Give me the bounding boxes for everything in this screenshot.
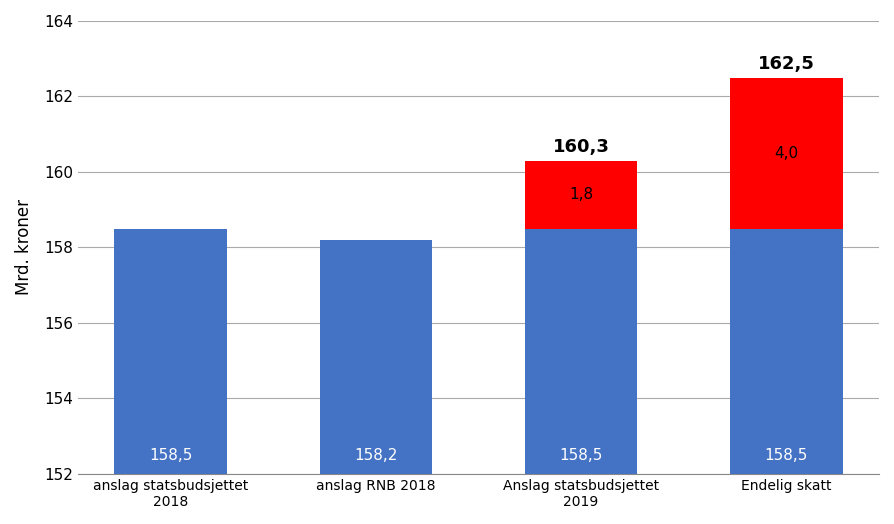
Text: 158,2: 158,2 <box>354 447 398 463</box>
Bar <box>319 240 433 474</box>
Bar <box>114 228 227 474</box>
Bar <box>525 161 637 228</box>
Text: 1,8: 1,8 <box>569 187 593 202</box>
Y-axis label: Mrd. kroner: Mrd. kroner <box>15 200 33 296</box>
Text: 162,5: 162,5 <box>758 55 814 73</box>
Text: 4,0: 4,0 <box>774 146 798 161</box>
Bar <box>525 228 637 474</box>
Text: 158,5: 158,5 <box>764 447 808 463</box>
Text: 158,5: 158,5 <box>560 447 603 463</box>
Bar <box>730 78 842 228</box>
Bar <box>730 228 842 474</box>
Text: 160,3: 160,3 <box>552 138 610 156</box>
Text: 158,5: 158,5 <box>149 447 192 463</box>
